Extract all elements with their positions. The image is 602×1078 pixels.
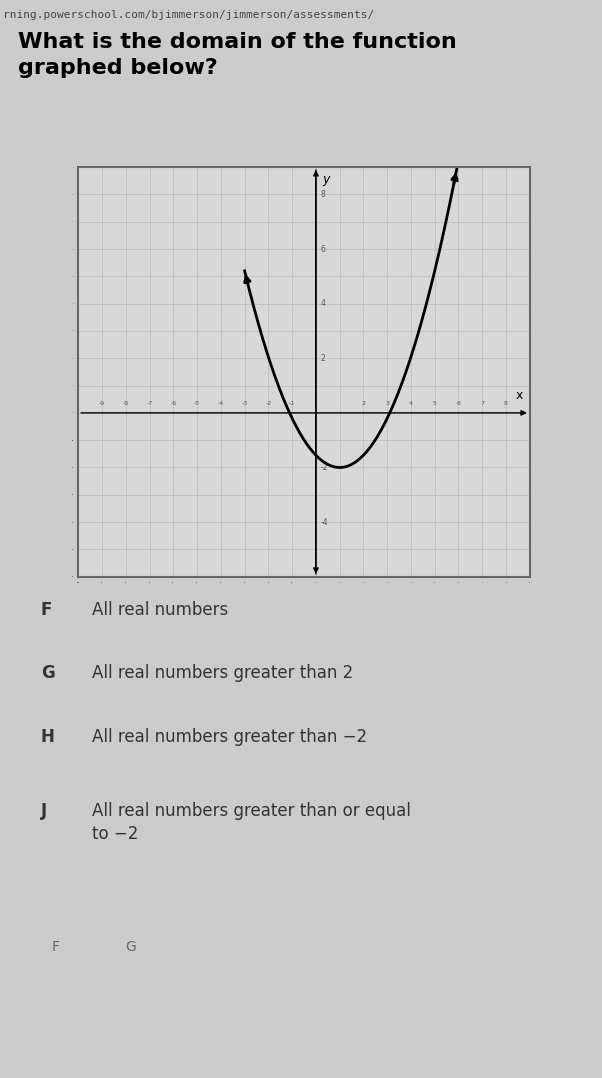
Text: 6: 6 bbox=[456, 401, 461, 406]
Text: 8: 8 bbox=[321, 190, 326, 199]
Text: All real numbers greater than 2: All real numbers greater than 2 bbox=[92, 664, 353, 682]
Text: -7: -7 bbox=[146, 401, 153, 406]
Text: -4: -4 bbox=[321, 517, 328, 527]
Text: -1: -1 bbox=[289, 401, 295, 406]
Text: -9: -9 bbox=[99, 401, 105, 406]
Text: 6: 6 bbox=[321, 245, 326, 253]
Text: y: y bbox=[322, 172, 329, 185]
Text: 5: 5 bbox=[433, 401, 436, 406]
Text: H: H bbox=[41, 728, 55, 746]
Text: 4: 4 bbox=[409, 401, 413, 406]
Text: G: G bbox=[126, 940, 136, 954]
Text: x: x bbox=[515, 389, 523, 402]
Text: -8: -8 bbox=[123, 401, 129, 406]
Text: -3: -3 bbox=[241, 401, 248, 406]
Text: What is the domain of the function
graphed below?: What is the domain of the function graph… bbox=[18, 32, 457, 78]
Text: -2: -2 bbox=[265, 401, 272, 406]
Text: 2: 2 bbox=[361, 401, 365, 406]
Text: -4: -4 bbox=[218, 401, 224, 406]
Text: All real numbers: All real numbers bbox=[92, 602, 228, 619]
Text: 2: 2 bbox=[321, 354, 326, 363]
Text: -6: -6 bbox=[170, 401, 176, 406]
Text: All real numbers greater than −2: All real numbers greater than −2 bbox=[92, 728, 367, 746]
Text: J: J bbox=[41, 802, 47, 820]
Text: 3: 3 bbox=[385, 401, 389, 406]
Text: 7: 7 bbox=[480, 401, 484, 406]
Text: -5: -5 bbox=[194, 401, 200, 406]
Text: -2: -2 bbox=[321, 462, 328, 472]
Text: 4: 4 bbox=[321, 299, 326, 308]
Text: F: F bbox=[52, 940, 60, 954]
Text: F: F bbox=[41, 602, 52, 619]
Text: G: G bbox=[41, 664, 54, 682]
Text: rning.powerschool.com/bjimmerson/jimmerson/assessments/: rning.powerschool.com/bjimmerson/jimmers… bbox=[3, 11, 374, 20]
Text: 8: 8 bbox=[504, 401, 508, 406]
Text: All real numbers greater than or equal
to −2: All real numbers greater than or equal t… bbox=[92, 802, 411, 843]
